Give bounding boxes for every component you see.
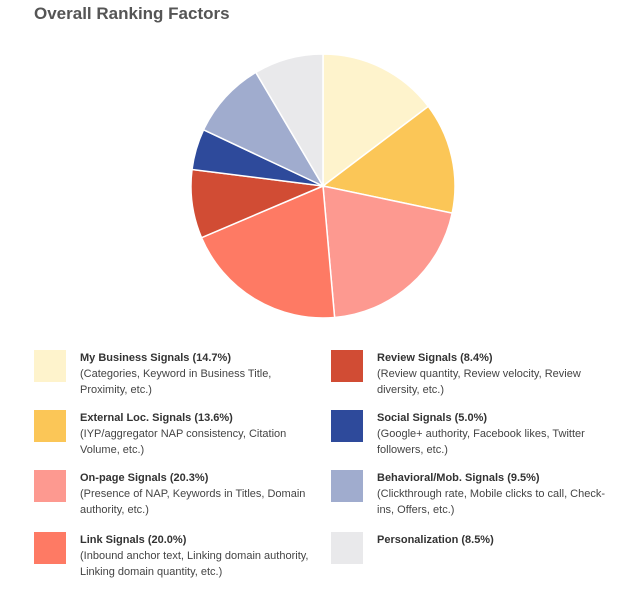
pie-slice-link-signals (200, 184, 336, 319)
legend-description: (Clickthrough rate, Mobile clicks to cal… (377, 488, 606, 516)
legend-label: My Business Signals (14.7%) (80, 352, 231, 364)
pie-slice-external-loc-signals (321, 105, 456, 215)
pie-slice-on-page-signals (322, 185, 454, 319)
legend-description: (Review quantity, Review velocity, Revie… (377, 368, 581, 396)
legend-swatch (34, 410, 66, 442)
legend-label: Personalization (8.5%) (377, 534, 494, 546)
pie-slice-my-business-signals (322, 53, 430, 188)
legend-label: Behavioral/Mob. Signals (9.5%) (377, 472, 540, 484)
legend-description: (IYP/aggregator NAP consistency, Citatio… (80, 428, 287, 456)
legend-swatch (34, 350, 66, 382)
legend-description: (Inbound anchor text, Linking domain aut… (80, 550, 309, 578)
legend-description: (Categories, Keyword in Business Title, … (80, 368, 272, 396)
legend-label: Social Signals (5.0%) (377, 412, 488, 424)
legend-description: (Google+ authority, Facebook likes, Twit… (377, 428, 585, 456)
legend-label: On-page Signals (20.3%) (80, 472, 209, 484)
chart-title: Overall Ranking Factors (34, 4, 230, 23)
pie-slice-personalization (254, 53, 324, 189)
legend-label: Link Signals (20.0%) (80, 534, 187, 546)
legend-swatch (34, 532, 66, 564)
legend-swatch (331, 470, 363, 502)
legend-label: External Loc. Signals (13.6%) (80, 412, 233, 424)
legend: My Business Signals (14.7%) (Categories,… (0, 348, 627, 600)
legend-swatch (331, 532, 363, 564)
legend-swatch (331, 350, 363, 382)
pie-slice-behavioral-mob-signals (202, 71, 325, 188)
pie-chart (190, 53, 456, 319)
legend-label: Review Signals (8.4%) (377, 352, 493, 364)
legend-swatch (331, 410, 363, 442)
legend-swatch (34, 470, 66, 502)
legend-description: (Presence of NAP, Keywords in Titles, Do… (80, 488, 306, 516)
